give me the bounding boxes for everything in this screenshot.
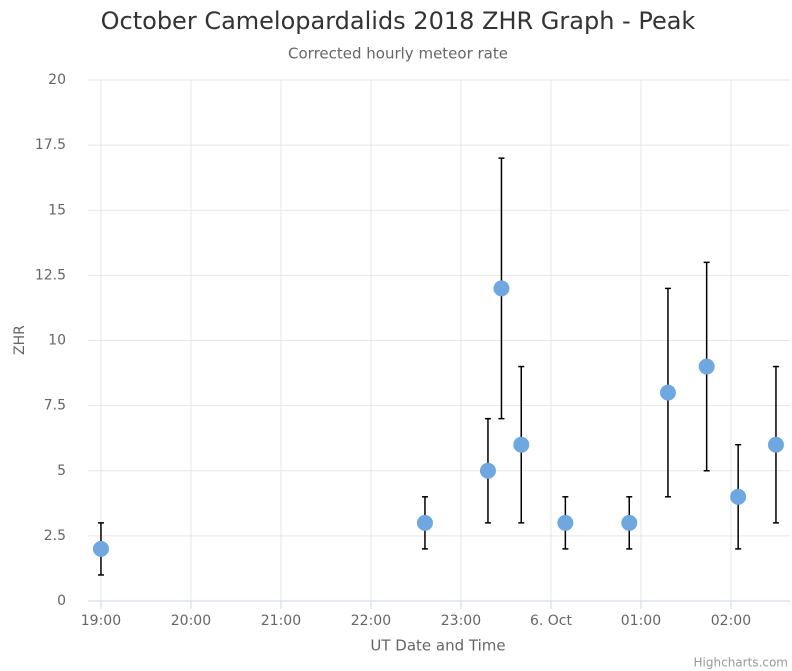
chart-title: October Camelopardalids 2018 ZHR Graph -… [101, 7, 696, 35]
point [698, 358, 715, 375]
point [730, 488, 747, 505]
chart-subtitle: Corrected hourly meteor rate [288, 45, 508, 63]
y-tick-label: 10 [48, 333, 66, 349]
y-tick-label: 7.5 [44, 398, 66, 414]
point [621, 514, 638, 531]
x-axis-title: UT Date and Time [370, 637, 505, 655]
x-tick-label: 01:00 [621, 613, 661, 629]
credits: Highcharts.com [694, 656, 788, 670]
point [493, 280, 510, 297]
x-tick-label: 19:00 [81, 613, 121, 629]
x-tick-label: 20:00 [171, 613, 211, 629]
y-tick-label: 15 [48, 202, 66, 218]
point [416, 514, 433, 531]
point [659, 384, 676, 401]
point [479, 462, 496, 479]
point [513, 436, 530, 453]
x-tick-label: 21:00 [261, 613, 301, 629]
y-tick-label: 12.5 [35, 267, 66, 283]
y-tick-label: 5 [57, 463, 66, 479]
y-tick-label: 2.5 [44, 528, 66, 544]
y-tick-label: 20 [48, 72, 66, 88]
point [557, 514, 574, 531]
point [92, 540, 109, 557]
x-tick-label: 02:00 [711, 613, 751, 629]
x-tick-label: 23:00 [441, 613, 481, 629]
point [767, 436, 784, 453]
y-axis-title: ZHR [12, 325, 28, 355]
y-tick-label: 17.5 [35, 137, 66, 153]
y-tick-label: 0 [57, 593, 66, 609]
x-tick-label: 22:00 [351, 613, 391, 629]
x-tick-label: 6. Oct [530, 613, 573, 629]
